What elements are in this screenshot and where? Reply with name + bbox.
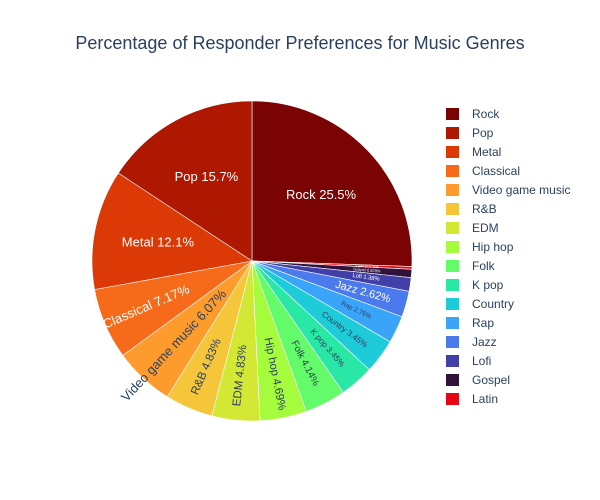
legend-item-jazz[interactable]: Jazz [446,335,497,349]
pie-slices [91,100,413,422]
legend-label-rock: Rock [472,107,500,121]
slice-label-metal: Metal 12.1% [122,234,195,249]
legend-label-jazz: Jazz [472,335,497,349]
legend-label-hip-hop: Hip hop [472,240,514,254]
pie-slice-metal[interactable] [91,172,253,290]
legend: Rock Pop Metal Classical Video game music R&B… [446,107,571,406]
legend-item-folk[interactable]: Folk [446,259,496,273]
legend-swatch-video-game-music [446,184,459,196]
legend-swatch-randb [446,203,459,215]
legend-label-k-pop: K pop [472,278,504,292]
legend-swatch-pop [446,127,459,139]
legend-swatch-country [446,298,459,310]
legend-label-classical: Classical [472,164,520,178]
legend-swatch-latin [446,393,459,405]
chart-title: Percentage of Responder Preferences for … [75,33,525,53]
legend-item-video-game-music[interactable]: Video game music [446,183,571,197]
pie-slice-pop[interactable] [117,100,253,262]
legend-label-randb: R&B [472,202,497,216]
legend-swatch-classical [446,165,459,177]
legend-label-latin: Latin [472,392,498,406]
legend-item-randb[interactable]: R&B [446,202,497,216]
slice-label-lofi: Lofi 1.38% [352,273,380,283]
legend-item-metal[interactable]: Metal [446,145,501,159]
legend-item-classical[interactable]: Classical [446,164,520,178]
legend-label-gospel: Gospel [472,373,510,387]
slice-label-gospel: Gospel 0.828% [353,266,381,273]
legend-swatch-folk [446,260,459,272]
slice-label-latin: Latin 0.276% [355,263,379,269]
legend-swatch-hip-hop [446,241,459,253]
legend-label-video-game-music: Video game music [472,183,571,197]
legend-label-rap: Rap [472,316,494,330]
legend-label-edm: EDM [472,221,499,235]
legend-swatch-gospel [446,374,459,386]
pie-slice-rock[interactable] [251,100,413,267]
legend-swatch-edm [446,222,459,234]
legend-swatch-jazz [446,336,459,348]
legend-label-country: Country [472,297,514,311]
legend-item-rap[interactable]: Rap [446,316,494,330]
legend-swatch-rap [446,317,459,329]
legend-item-edm[interactable]: EDM [446,221,499,235]
legend-swatch-rock [446,108,459,120]
legend-swatch-lofi [446,355,459,367]
legend-item-k-pop[interactable]: K pop [446,278,504,292]
legend-item-gospel[interactable]: Gospel [446,373,510,387]
slice-label-pop: Pop 15.7% [175,169,239,184]
legend-label-folk: Folk [472,259,496,273]
legend-label-lofi: Lofi [472,354,491,368]
legend-label-metal: Metal [472,145,501,159]
legend-swatch-k-pop [446,279,459,291]
legend-item-lofi[interactable]: Lofi [446,354,491,368]
legend-item-rock[interactable]: Rock [446,107,500,121]
legend-item-hip-hop[interactable]: Hip hop [446,240,514,254]
legend-label-pop: Pop [472,126,494,140]
legend-item-latin[interactable]: Latin [446,392,498,406]
legend-swatch-metal [446,146,459,158]
legend-item-pop[interactable]: Pop [446,126,494,140]
slice-label-rock: Rock 25.5% [286,187,357,202]
legend-item-country[interactable]: Country [446,297,514,311]
